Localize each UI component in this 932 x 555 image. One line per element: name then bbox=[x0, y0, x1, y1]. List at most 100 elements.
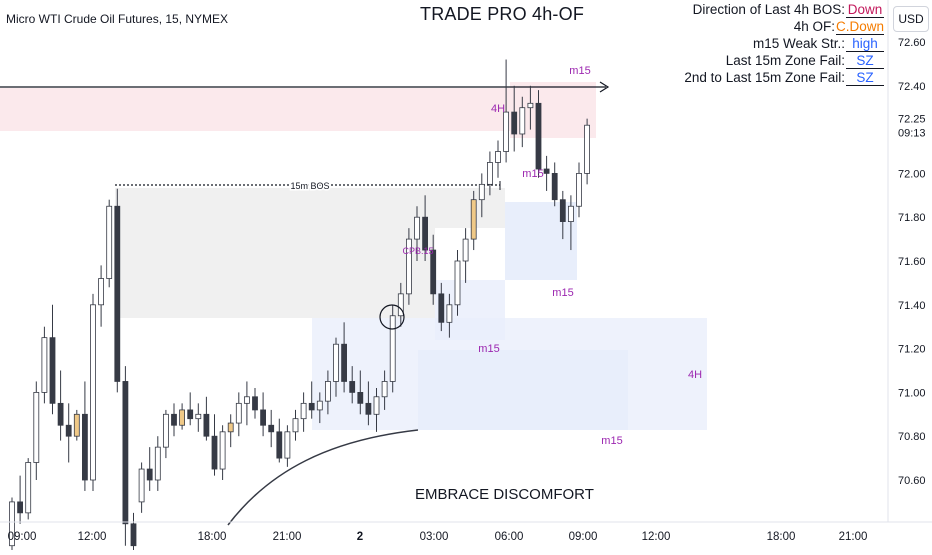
supply-zone-4h bbox=[0, 88, 510, 131]
candle bbox=[73, 409, 80, 441]
candle-body bbox=[365, 402, 372, 415]
candle bbox=[300, 392, 307, 432]
candle-body bbox=[235, 402, 242, 424]
y-tick-label: 71.00 bbox=[898, 387, 926, 399]
candle bbox=[495, 140, 501, 178]
candle bbox=[462, 228, 469, 283]
candle-body bbox=[171, 413, 177, 426]
info-label: Direction of Last 4h BOS: bbox=[692, 2, 845, 17]
candle bbox=[90, 293, 96, 491]
y-tick-label: 71.60 bbox=[898, 256, 926, 268]
candle bbox=[227, 414, 234, 448]
zone-label: 4H bbox=[688, 369, 702, 381]
candle-body bbox=[414, 216, 420, 240]
candle-body bbox=[219, 431, 226, 470]
candle-body bbox=[252, 396, 258, 411]
candle-body bbox=[73, 413, 80, 437]
candle bbox=[430, 234, 437, 305]
candle-body bbox=[454, 260, 461, 306]
candle-body bbox=[106, 205, 113, 279]
info-row-last-fail: Last 15m Zone Fail: SZ bbox=[624, 53, 884, 70]
candle bbox=[211, 414, 218, 476]
candle-body bbox=[430, 249, 437, 295]
candle bbox=[146, 447, 153, 491]
candle bbox=[576, 162, 582, 218]
candle-body bbox=[397, 293, 404, 317]
candle-body bbox=[446, 304, 453, 323]
candle-body bbox=[49, 337, 56, 404]
candle-body bbox=[389, 315, 396, 382]
candle bbox=[57, 370, 64, 441]
candle-body bbox=[511, 111, 518, 135]
bos-zone bbox=[115, 188, 435, 318]
candle-body bbox=[195, 413, 202, 420]
candle-body bbox=[17, 501, 24, 514]
candle-body bbox=[341, 343, 348, 382]
currency-selector[interactable]: USD bbox=[893, 6, 929, 32]
candle-body bbox=[576, 172, 582, 207]
candle-body bbox=[316, 400, 323, 411]
candle-body bbox=[138, 468, 145, 503]
bos-label: 15m BOS bbox=[290, 181, 329, 191]
candle bbox=[324, 370, 331, 415]
candle-body bbox=[268, 424, 275, 433]
x-tick-label: 03:00 bbox=[420, 531, 449, 543]
candle bbox=[171, 403, 177, 437]
candle bbox=[9, 497, 15, 555]
candle-body bbox=[284, 431, 291, 459]
candle bbox=[284, 425, 291, 467]
y-tick-label: 70.80 bbox=[898, 431, 926, 443]
candle-body bbox=[495, 151, 501, 163]
y-tick-label: 70.60 bbox=[898, 475, 926, 487]
price-countdown: 09:13 bbox=[898, 128, 926, 140]
candle bbox=[179, 403, 186, 430]
info-panel: Direction of Last 4h BOS: Down 4h OF: C.… bbox=[624, 2, 884, 87]
target-arrow bbox=[599, 81, 610, 93]
candle bbox=[268, 409, 275, 448]
candle bbox=[551, 162, 558, 207]
candle bbox=[187, 392, 194, 426]
y-tick-label: 71.20 bbox=[898, 344, 926, 356]
candle bbox=[138, 462, 145, 513]
zone-label: m15 bbox=[601, 435, 622, 447]
candle-body bbox=[381, 381, 388, 398]
candle bbox=[235, 392, 242, 437]
y-tick-label: 72.60 bbox=[898, 37, 926, 49]
candle bbox=[333, 337, 339, 397]
candle-body bbox=[405, 238, 412, 295]
candle-body bbox=[41, 337, 48, 393]
candle-body bbox=[154, 446, 161, 481]
candle-body bbox=[324, 381, 331, 402]
x-tick-label: 2 bbox=[357, 531, 363, 543]
candle-body bbox=[187, 409, 194, 420]
candle bbox=[98, 265, 104, 327]
x-tick-label: 18:00 bbox=[767, 531, 796, 543]
candle bbox=[373, 388, 380, 432]
y-tick-label: 72.00 bbox=[898, 168, 926, 180]
demand-zone-m15-middle bbox=[435, 280, 505, 340]
candle bbox=[535, 90, 542, 178]
candle bbox=[503, 59, 510, 163]
candle bbox=[446, 293, 453, 338]
zone-label: m15 bbox=[552, 287, 573, 299]
y-tick-label: 71.40 bbox=[898, 300, 926, 312]
candle bbox=[365, 381, 372, 426]
candle bbox=[65, 403, 72, 463]
candle bbox=[195, 403, 202, 432]
candle-body bbox=[300, 402, 307, 420]
candle bbox=[405, 228, 412, 305]
candle-body bbox=[438, 293, 445, 323]
candle bbox=[203, 396, 210, 441]
info-row-of: 4h OF: C.Down bbox=[624, 19, 884, 36]
candle-body bbox=[227, 422, 234, 433]
candle bbox=[106, 199, 113, 288]
candle-body bbox=[584, 124, 590, 174]
zone-label: m15 bbox=[569, 65, 590, 77]
candle bbox=[33, 381, 40, 480]
candle-body bbox=[25, 462, 32, 514]
candle-body bbox=[65, 424, 72, 437]
candle bbox=[381, 370, 388, 410]
candle bbox=[130, 512, 137, 555]
